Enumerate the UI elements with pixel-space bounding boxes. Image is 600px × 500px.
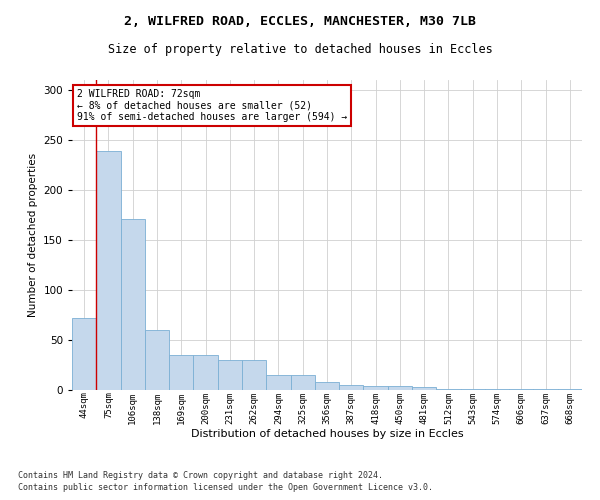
Bar [315, 382, 339, 390]
Bar [169, 355, 193, 390]
Bar [485, 389, 509, 390]
Bar [364, 386, 388, 390]
Bar [193, 355, 218, 390]
Bar [266, 375, 290, 390]
Bar [388, 386, 412, 390]
Bar [558, 389, 582, 390]
Text: Contains public sector information licensed under the Open Government Licence v3: Contains public sector information licen… [18, 484, 433, 492]
Bar [412, 387, 436, 390]
Text: 2 WILFRED ROAD: 72sqm
← 8% of detached houses are smaller (52)
91% of semi-detac: 2 WILFRED ROAD: 72sqm ← 8% of detached h… [77, 90, 347, 122]
Bar [121, 219, 145, 390]
X-axis label: Distribution of detached houses by size in Eccles: Distribution of detached houses by size … [191, 429, 463, 439]
Bar [218, 360, 242, 390]
Text: Contains HM Land Registry data © Crown copyright and database right 2024.: Contains HM Land Registry data © Crown c… [18, 471, 383, 480]
Bar [509, 389, 533, 390]
Text: Size of property relative to detached houses in Eccles: Size of property relative to detached ho… [107, 42, 493, 56]
Bar [290, 375, 315, 390]
Bar [242, 360, 266, 390]
Bar [339, 385, 364, 390]
Bar [145, 330, 169, 390]
Bar [436, 389, 461, 390]
Bar [96, 151, 121, 390]
Bar [533, 389, 558, 390]
Y-axis label: Number of detached properties: Number of detached properties [28, 153, 38, 317]
Bar [461, 389, 485, 390]
Text: 2, WILFRED ROAD, ECCLES, MANCHESTER, M30 7LB: 2, WILFRED ROAD, ECCLES, MANCHESTER, M30… [124, 15, 476, 28]
Bar [72, 318, 96, 390]
